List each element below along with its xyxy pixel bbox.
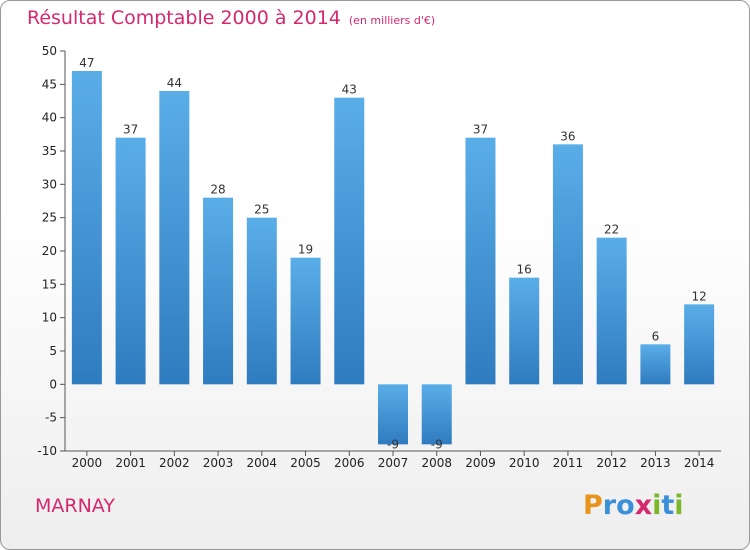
x-tick-label: 2007 bbox=[378, 456, 409, 470]
y-tick-label: 0 bbox=[49, 377, 57, 391]
logo-letter: i bbox=[674, 490, 684, 521]
bar-2011 bbox=[552, 144, 583, 385]
data-label: 19 bbox=[298, 243, 313, 257]
town-name: MARNAY bbox=[35, 495, 115, 517]
bar-2002 bbox=[159, 91, 190, 385]
y-tick-label: 30 bbox=[42, 177, 57, 191]
y-tick-label: 15 bbox=[42, 277, 57, 291]
data-label: 6 bbox=[652, 329, 660, 343]
bar-2012 bbox=[596, 237, 627, 385]
bar-2010 bbox=[509, 277, 540, 385]
x-tick-label: 2000 bbox=[72, 456, 103, 470]
y-tick-label: 40 bbox=[42, 111, 57, 125]
logo-letter: t bbox=[661, 490, 675, 521]
bar-2013 bbox=[640, 344, 671, 385]
x-tick-label: 2002 bbox=[159, 456, 190, 470]
data-label: 36 bbox=[560, 129, 575, 143]
bar-2007 bbox=[378, 384, 408, 445]
x-tick-label: 2011 bbox=[553, 456, 584, 470]
bar-2009 bbox=[465, 137, 496, 385]
y-tick-label: 20 bbox=[42, 244, 57, 258]
data-label: 12 bbox=[691, 289, 706, 303]
y-tick-label: 5 bbox=[49, 344, 57, 358]
proxiti-logo: Proxiti bbox=[583, 490, 684, 521]
logo-letter: r bbox=[602, 490, 617, 521]
y-tick-label: 35 bbox=[42, 144, 57, 158]
x-tick-label: 2009 bbox=[465, 456, 496, 470]
x-tick-label: 2008 bbox=[421, 456, 452, 470]
data-label: 47 bbox=[79, 56, 94, 70]
data-label: 44 bbox=[167, 76, 182, 90]
x-tick-label: 2010 bbox=[509, 456, 540, 470]
y-tick-label: 25 bbox=[42, 211, 57, 225]
y-tick-label: -10 bbox=[37, 444, 57, 458]
logo-letter: x bbox=[634, 490, 653, 521]
data-label: 37 bbox=[123, 123, 138, 137]
chart-subtitle: (en milliers d'€) bbox=[348, 14, 436, 27]
bar-2014 bbox=[684, 304, 715, 385]
data-label: 16 bbox=[517, 263, 532, 277]
logo-letter: P bbox=[583, 490, 603, 521]
x-tick-label: 2005 bbox=[290, 456, 321, 470]
bar-2005 bbox=[290, 257, 321, 385]
data-label: -9 bbox=[387, 437, 399, 451]
bar-2004 bbox=[246, 217, 277, 385]
x-tick-label: 2003 bbox=[203, 456, 234, 470]
y-tick-label: -5 bbox=[45, 411, 57, 425]
bar-2001 bbox=[115, 137, 146, 385]
data-label: 43 bbox=[342, 83, 357, 97]
data-label: 37 bbox=[473, 123, 488, 137]
y-tick-label: 45 bbox=[42, 77, 57, 91]
x-tick-label: 2001 bbox=[115, 456, 146, 470]
bar-2003 bbox=[203, 197, 234, 385]
chart-title: Résultat Comptable 2000 à 2014 (en millie… bbox=[27, 7, 436, 29]
x-tick-label: 2012 bbox=[596, 456, 627, 470]
data-label: -9 bbox=[431, 437, 443, 451]
y-tick-label: 50 bbox=[42, 44, 57, 58]
x-tick-label: 2004 bbox=[247, 456, 278, 470]
logo-letter: i bbox=[652, 490, 662, 521]
bar-2006 bbox=[334, 97, 365, 385]
bar-2000 bbox=[71, 71, 102, 385]
logo-letter: o bbox=[616, 490, 635, 521]
data-label: 25 bbox=[254, 203, 269, 217]
x-tick-label: 2014 bbox=[684, 456, 715, 470]
x-tick-label: 2006 bbox=[334, 456, 365, 470]
data-label: 22 bbox=[604, 223, 619, 237]
x-tick-label: 2013 bbox=[640, 456, 671, 470]
bar-2008 bbox=[421, 384, 452, 445]
y-tick-label: 10 bbox=[42, 311, 57, 325]
data-label: 28 bbox=[210, 183, 225, 197]
